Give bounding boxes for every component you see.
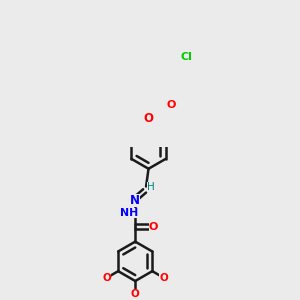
Text: O: O [131,289,140,299]
Text: H: H [147,182,155,193]
Text: O: O [102,273,111,283]
Text: O: O [159,273,168,283]
Text: O: O [167,100,176,110]
Text: Cl: Cl [181,52,193,61]
Text: O: O [149,222,158,232]
Text: O: O [143,112,154,125]
Text: N: N [130,194,140,207]
Text: NH: NH [120,208,138,218]
